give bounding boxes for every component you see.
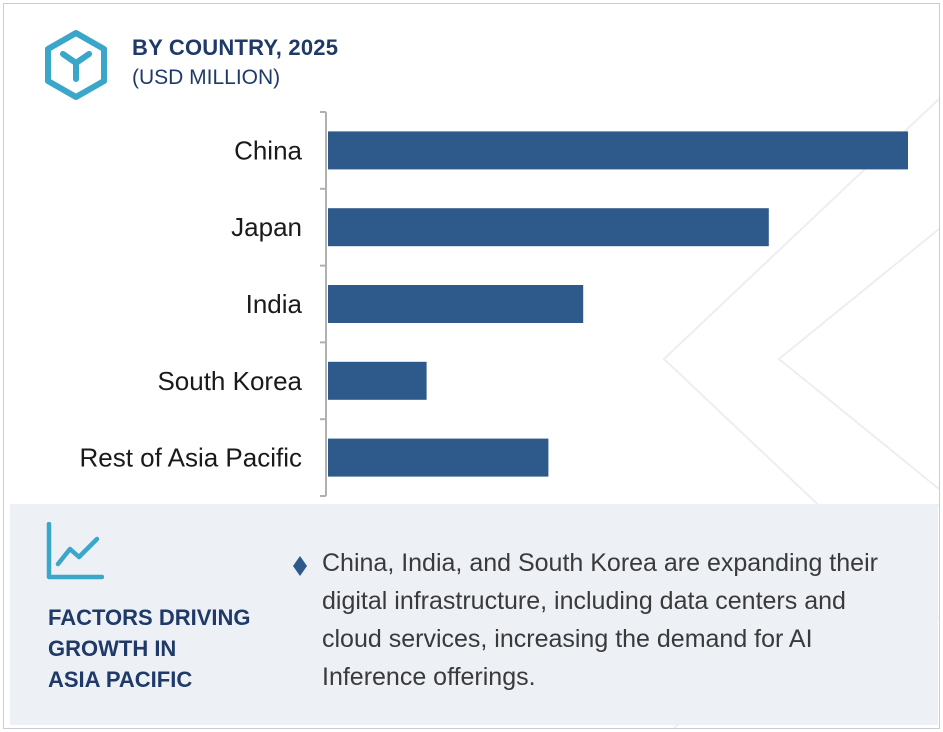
factors-panel: FACTORS DRIVING GROWTH IN ASIA PACIFIC C… (10, 504, 938, 725)
factors-bullet-text: China, India, and South Korea are expand… (322, 549, 878, 691)
factors-heading: FACTORS DRIVING GROWTH IN ASIA PACIFIC (48, 602, 278, 695)
category-label: South Korea (157, 366, 302, 396)
bar-japan (328, 208, 769, 247)
category-label: India (246, 289, 303, 319)
chart-subtitle: (USD MILLION) (132, 66, 281, 89)
bar-south-korea (328, 361, 427, 400)
category-label: China (234, 135, 302, 165)
trend-chart-icon (46, 522, 104, 580)
factors-heading-line-3: ASIA PACIFIC (48, 667, 193, 692)
cube-logo-icon (45, 30, 107, 100)
bar-rest-of-asia-pacific (328, 438, 549, 477)
chart-title: BY COUNTRY, 2025 (132, 35, 339, 60)
bar-china (328, 131, 908, 170)
factors-heading-line-2: GROWTH IN (48, 636, 177, 661)
bar-chart: China Japan India South Korea Rest of Asia P… (79, 111, 908, 497)
category-label: Japan (231, 212, 302, 242)
factors-heading-line-1: FACTORS DRIVING (48, 605, 251, 630)
chart-card: BY COUNTRY, 2025 (USD MILLION) China Japa… (3, 3, 940, 729)
category-label: Rest of Asia Pacific (79, 443, 302, 473)
bar-india (328, 285, 584, 323)
diamond-bullet-icon (293, 556, 307, 576)
